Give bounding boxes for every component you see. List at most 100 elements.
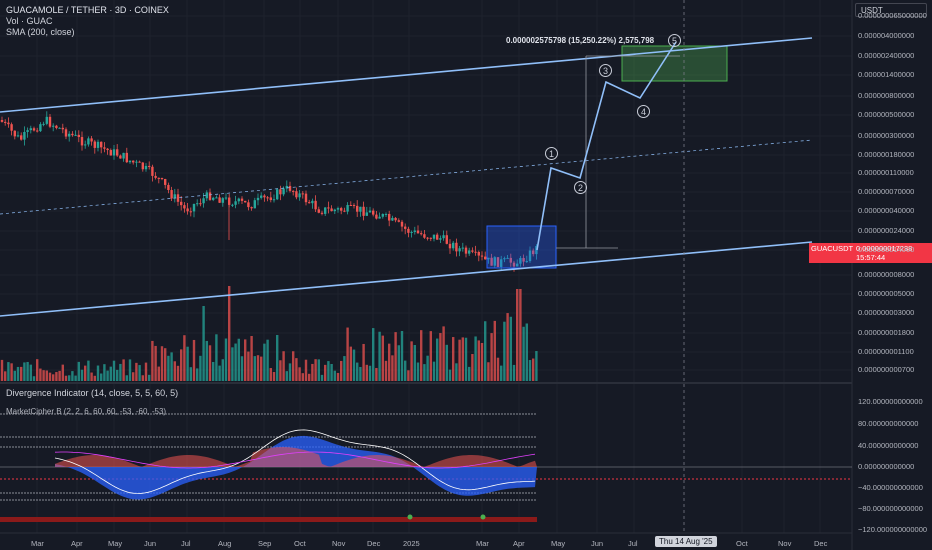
candle-body — [10, 124, 13, 131]
volume-bar — [55, 372, 58, 381]
volume-bar — [381, 335, 384, 381]
volume-bar — [119, 363, 122, 381]
candle-body — [167, 184, 170, 191]
candle-body — [231, 204, 234, 206]
candle-body — [359, 206, 362, 212]
channel-lower-line[interactable] — [0, 241, 813, 317]
candle-body — [237, 198, 240, 202]
volume-bar — [234, 343, 237, 381]
volume-bar — [266, 339, 269, 381]
candle-body — [362, 206, 365, 216]
symbol-title[interactable]: GUACAMOLE / TETHER · 3D · COINEX — [6, 5, 169, 15]
candle-body — [199, 203, 202, 205]
candle-body — [103, 147, 106, 149]
candle-body — [314, 200, 317, 210]
candle-body — [522, 257, 525, 262]
volume-bar — [343, 356, 346, 381]
osc-wave-fill — [55, 435, 537, 500]
volume-legend[interactable]: Vol · GUAC — [6, 16, 53, 26]
candle-body — [215, 197, 218, 199]
divergence-indicator-legend[interactable]: Divergence Indicator (14, close, 5, 5, 6… — [6, 388, 179, 398]
currency-button[interactable]: USDT — [855, 3, 927, 17]
volume-bar — [176, 365, 180, 381]
candle-body — [221, 198, 224, 203]
candle-body — [106, 148, 109, 151]
volume-bar — [461, 337, 464, 381]
candle-body — [404, 226, 407, 229]
volume-bar — [71, 371, 74, 381]
elliott-wave-projection[interactable] — [536, 41, 677, 251]
wave-label-3[interactable]: 3 — [599, 64, 612, 77]
time-axis-label: Apr — [513, 539, 525, 548]
volume-bar — [327, 361, 330, 381]
volume-bar — [455, 363, 458, 381]
volume-bar — [528, 360, 532, 381]
candle-body — [68, 133, 71, 137]
volume-bar — [218, 365, 221, 381]
candle-body — [138, 161, 141, 163]
volume-bar — [317, 359, 320, 381]
channel-mid-line[interactable] — [0, 139, 813, 215]
volume-bar — [122, 359, 125, 381]
candle-body — [208, 192, 212, 200]
candle-body — [144, 165, 148, 170]
volume-bar — [420, 330, 423, 381]
candle-body — [416, 230, 420, 234]
volume-bar — [215, 334, 218, 381]
target-box[interactable] — [621, 45, 728, 82]
candle-body — [420, 233, 423, 235]
volume-bar — [212, 361, 215, 381]
candle-body — [519, 257, 522, 264]
candle-body — [205, 192, 208, 199]
candle-body — [493, 257, 496, 266]
candle-body — [116, 149, 119, 156]
candle-body — [176, 194, 180, 202]
volume-bar — [196, 368, 199, 381]
volume-bar — [295, 358, 298, 381]
volume-bar — [519, 289, 522, 381]
candle-body — [80, 137, 84, 146]
volume-bar — [532, 358, 535, 381]
volume-bar — [4, 371, 7, 381]
osc-wavetrend-line — [54, 429, 536, 494]
volume-bar — [336, 372, 340, 381]
volume-bar — [93, 375, 96, 381]
accumulation-box[interactable] — [486, 225, 557, 269]
wave-label-5[interactable]: 5 — [668, 34, 681, 47]
candle-body — [384, 213, 388, 215]
candle-body — [173, 194, 176, 199]
candle-body — [349, 205, 352, 207]
volume-bar — [445, 344, 448, 381]
candle-body — [436, 234, 439, 240]
candle-body — [458, 248, 461, 252]
volume-bar — [112, 360, 116, 381]
candle-body — [343, 210, 346, 212]
sma-legend[interactable]: SMA (200, close) — [6, 27, 75, 37]
candle-body — [525, 261, 528, 263]
candle-body — [109, 150, 112, 156]
oscillator-axis-label: 40.000000000000 — [858, 441, 919, 450]
last-price-tag: GUACUSDT 0.000000017238 15:57:44 — [809, 243, 932, 263]
wave-label-4[interactable]: 4 — [637, 105, 650, 118]
candle-body — [330, 208, 333, 212]
wave-label-1[interactable]: 1 — [545, 147, 558, 160]
volume-bar — [42, 370, 45, 381]
channel-upper-line[interactable] — [0, 37, 813, 113]
volume-bar — [496, 357, 500, 381]
candle-body — [429, 237, 432, 239]
volume-bar — [490, 333, 493, 381]
volume-bar — [487, 362, 490, 381]
volume-bar — [74, 375, 77, 381]
price-axis-label: 0.000000065000000 — [858, 11, 927, 20]
volume-bar — [157, 366, 160, 381]
volume-bar — [442, 326, 445, 381]
wave-label-2[interactable]: 2 — [574, 181, 587, 194]
candle-body — [263, 195, 266, 198]
volume-bar — [320, 374, 324, 381]
volume-bar — [36, 359, 39, 381]
osc-rsi-line — [54, 451, 536, 469]
volume-bar — [372, 328, 375, 381]
market-cipher-legend[interactable]: MarketCipher B (2, 2, 6, 60, 60, -53, -6… — [6, 407, 167, 416]
volume-bar — [397, 345, 400, 381]
